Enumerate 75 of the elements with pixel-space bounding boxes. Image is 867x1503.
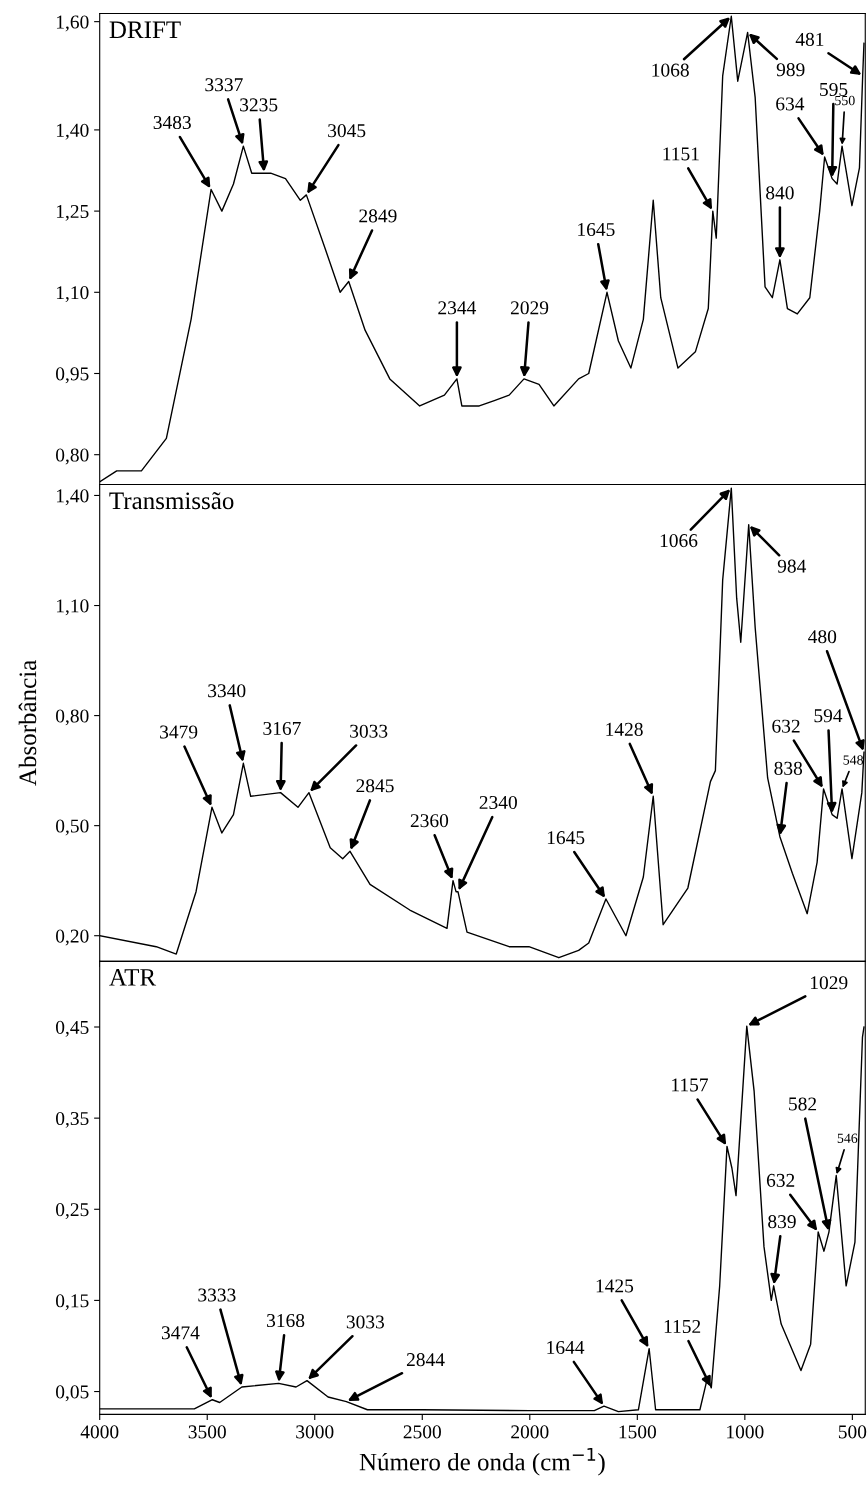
y-tick-label: 0,45 [56, 1020, 89, 1037]
y-tick-label: 0,05 [56, 1385, 89, 1402]
annotation: 3235 [240, 98, 278, 112]
y-tick-label: 0,20 [56, 929, 89, 946]
y-tick-label: 1,10 [56, 286, 89, 303]
x-tick-label: 500 [838, 1425, 867, 1439]
annotation: 1068 [652, 63, 689, 77]
y-tick-label: 1,40 [56, 123, 89, 140]
annotation: 1644 [547, 1340, 585, 1355]
annotation: 480 [808, 630, 837, 644]
annotation: 595 [820, 82, 848, 96]
y-tick-label: 0,50 [56, 819, 89, 836]
annotation: 2849 [359, 209, 397, 223]
annotation: 2844 [406, 1353, 445, 1367]
annotation: 839 [768, 1215, 796, 1229]
annotation: 3333 [198, 1288, 236, 1302]
annotation: 1152 [664, 1319, 701, 1334]
x-tick-label: 2500 [403, 1425, 441, 1439]
annotation: 1425 [596, 1279, 634, 1293]
annotation: 3340 [208, 684, 246, 698]
annotation: 984 [777, 559, 807, 573]
annotation: 838 [774, 761, 803, 775]
y-tick-label: 0,15 [56, 1294, 89, 1311]
x-tick-label: 3500 [188, 1425, 226, 1439]
y-tick-label: 0,95 [56, 367, 89, 384]
annotation: 840 [766, 186, 794, 200]
annotation: 1151 [663, 147, 699, 161]
annotation: 3033 [346, 1315, 385, 1329]
chart-title: ATR [109, 969, 157, 986]
x-tick-label: 1500 [619, 1425, 657, 1439]
chart-title: Transmissão [109, 492, 234, 510]
annotation: 2360 [410, 814, 449, 828]
annotation: 2340 [479, 795, 517, 810]
annotation: 3167 [263, 721, 301, 735]
x-tick-label: 4000 [80, 1425, 119, 1439]
annotation: 3045 [328, 124, 366, 138]
y-tick-label: 1,25 [56, 204, 89, 221]
y-tick-label: 1,10 [56, 599, 89, 616]
x-tick-label: 2000 [511, 1425, 549, 1439]
x-tick-label: 3000 [296, 1425, 334, 1439]
y-tick-label: 0,35 [56, 1111, 89, 1128]
annotation: 3474 [161, 1326, 200, 1340]
annotation: 632 [766, 1173, 795, 1187]
annotation: 594 [814, 709, 843, 723]
annotation: 1645 [578, 222, 615, 237]
annotation: 3168 [267, 1313, 305, 1328]
annotation: 3033 [350, 724, 388, 738]
annotation: 550 [835, 95, 855, 106]
annotation: 634 [776, 97, 805, 111]
annotation: 989 [776, 63, 805, 77]
annotation: 546 [837, 1133, 858, 1143]
y-tick-label: 0,80 [56, 448, 89, 465]
annotation: 2344 [438, 301, 477, 315]
annotation: 1428 [606, 722, 643, 736]
y-tick-label: 1,60 [56, 15, 89, 32]
annotation: 2845 [356, 779, 394, 793]
y-tick-label: 1,40 [56, 489, 89, 506]
annotation: 3479 [160, 725, 198, 739]
annotation: 582 [789, 1097, 817, 1111]
annotation: 1157 [672, 1078, 709, 1092]
annotation: 1066 [660, 534, 698, 548]
annotation: 1029 [810, 976, 848, 990]
x-tick-label: 1000 [727, 1425, 764, 1439]
annotation: 632 [772, 719, 800, 733]
annotation: 3337 [205, 78, 243, 92]
y-tick-label: 0,80 [56, 709, 89, 726]
annotation: 481 [795, 32, 824, 46]
y-axis-title: Absorbância [18, 660, 37, 786]
y-tick-label: 0,25 [56, 1203, 89, 1220]
annotation: 2029 [510, 301, 549, 315]
x-axis-title: Número de onda (cm$^{−1}$) [359, 1447, 605, 1476]
annotation: 3483 [153, 115, 191, 130]
annotation: 1645 [547, 831, 585, 845]
annotation: 548 [843, 755, 864, 765]
chart-title: DRIFT [109, 21, 181, 38]
